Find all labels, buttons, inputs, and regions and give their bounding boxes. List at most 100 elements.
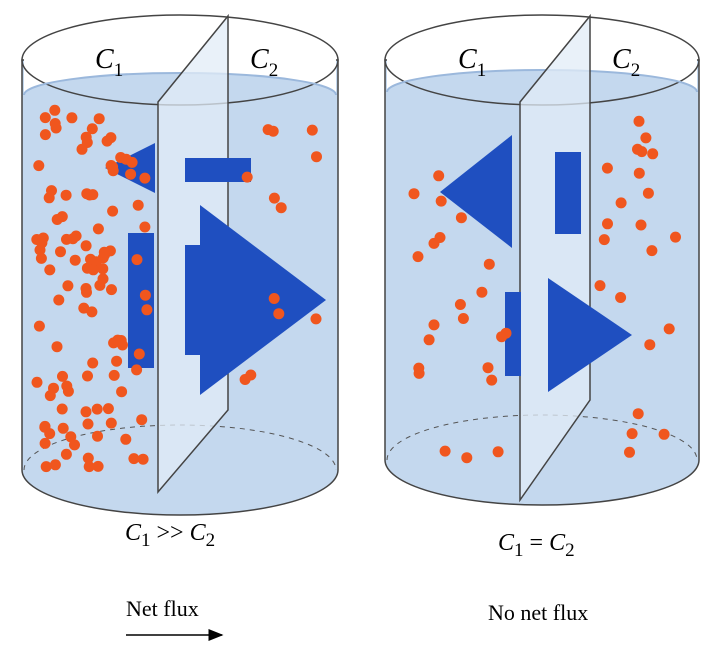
particle (643, 188, 654, 199)
particle (461, 452, 472, 463)
particle (245, 370, 256, 381)
particle (636, 220, 647, 231)
particle (455, 299, 466, 310)
particle (483, 362, 494, 373)
particle (273, 308, 284, 319)
particle (634, 116, 645, 127)
particle (55, 246, 66, 257)
particle (32, 377, 43, 388)
caption: C1>>C2 (125, 520, 215, 551)
particle (125, 169, 136, 180)
particle (413, 251, 424, 262)
particle (435, 232, 446, 243)
particle (136, 414, 147, 425)
particle (311, 151, 322, 162)
particle (659, 429, 670, 440)
subscript: 2 (565, 540, 575, 561)
particle (49, 105, 60, 116)
particle (94, 113, 105, 124)
particle (429, 319, 440, 330)
particle (615, 292, 626, 303)
symbol: C (95, 44, 114, 75)
particle (33, 160, 44, 171)
particle (40, 129, 51, 140)
particle (307, 125, 318, 136)
particle (81, 240, 92, 251)
particle (132, 254, 143, 265)
particle (242, 172, 253, 183)
caption: C1=C2 (498, 530, 575, 561)
particle (70, 255, 81, 266)
particle (52, 214, 63, 225)
particle (440, 446, 451, 457)
particle (103, 403, 114, 414)
particle (87, 358, 98, 369)
particle (424, 334, 435, 345)
particle (44, 428, 55, 439)
subscript: 2 (206, 530, 216, 551)
particle (44, 264, 55, 275)
particle (640, 132, 651, 143)
particle (413, 363, 424, 374)
particle (102, 136, 113, 147)
particle (45, 390, 56, 401)
particle (599, 234, 610, 245)
subscript: 2 (269, 60, 279, 81)
particle (602, 218, 613, 229)
particle (664, 323, 675, 334)
particle (61, 190, 72, 201)
particle (93, 223, 104, 234)
particle (61, 449, 72, 460)
particle (602, 163, 613, 174)
particle (40, 438, 51, 449)
particle (646, 245, 657, 256)
particle (112, 335, 123, 346)
particle (670, 232, 681, 243)
particle (636, 146, 647, 157)
particle (107, 206, 118, 217)
operator: >> (157, 520, 184, 546)
particle (61, 381, 72, 392)
particle (98, 273, 109, 284)
operator: = (530, 530, 544, 556)
right-cylinder (385, 15, 699, 505)
particle (458, 313, 469, 324)
subscript: 1 (514, 540, 524, 561)
symbol: C (458, 44, 477, 75)
particle (131, 364, 142, 375)
particle (595, 280, 606, 291)
particle (92, 431, 103, 442)
particle (140, 290, 151, 301)
particle (311, 313, 322, 324)
particle (634, 168, 645, 179)
particle (58, 423, 69, 434)
particle (35, 245, 46, 256)
subscript: 1 (114, 60, 124, 81)
particle (81, 406, 92, 417)
particle (633, 408, 644, 419)
particle (50, 118, 61, 129)
symbol: C (190, 520, 207, 546)
particle (40, 112, 51, 123)
particle (133, 200, 144, 211)
particle (77, 144, 88, 155)
particle (121, 154, 132, 165)
particle (65, 431, 76, 442)
particle (456, 212, 467, 223)
particle (139, 173, 150, 184)
particle (81, 283, 92, 294)
particle (644, 339, 655, 350)
particle (106, 418, 117, 429)
particle (46, 185, 57, 196)
particle (493, 446, 504, 457)
particle (139, 222, 150, 233)
particle (141, 304, 152, 315)
symbol: C (498, 530, 515, 556)
particle (84, 190, 95, 201)
particle (116, 386, 127, 397)
flux-label: No net flux (488, 600, 588, 625)
particle (41, 461, 52, 472)
particle (61, 234, 72, 245)
particle (66, 112, 77, 123)
particle (128, 453, 139, 464)
